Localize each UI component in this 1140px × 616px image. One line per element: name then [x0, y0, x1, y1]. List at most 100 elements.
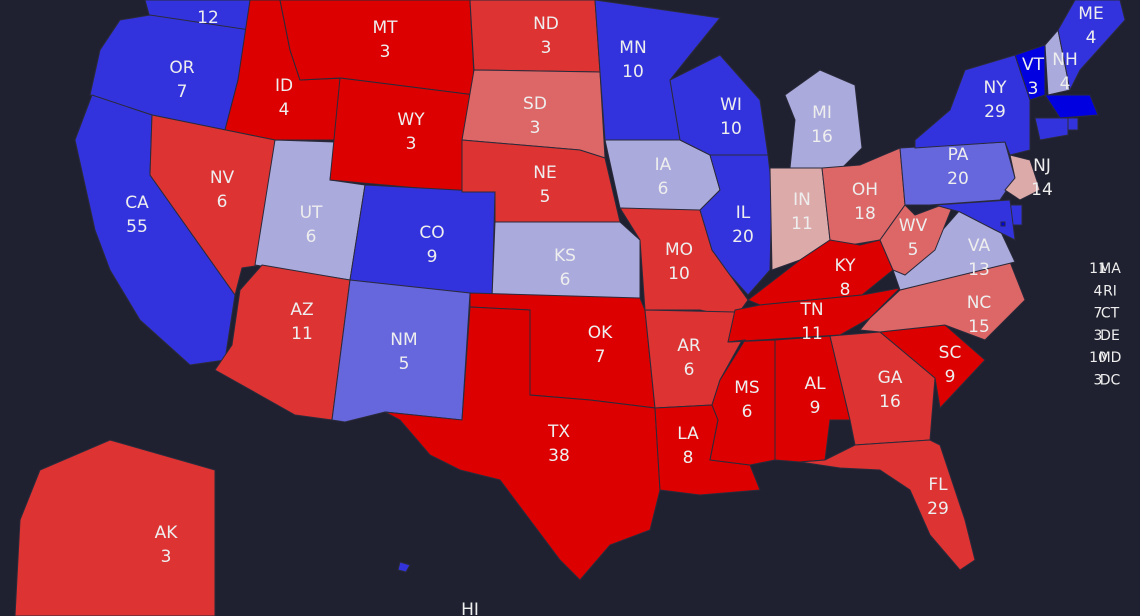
state-votes: 29 — [927, 499, 949, 519]
state-votes: 14 — [1031, 180, 1053, 200]
state-votes: 3 — [161, 547, 172, 567]
state-votes: 9 — [810, 398, 821, 418]
state-votes: 16 — [879, 392, 901, 412]
small-state-shape — [1034, 117, 1069, 141]
state-votes: 6 — [658, 179, 669, 199]
state-shape — [384, 306, 661, 581]
state-abbr: MN — [619, 38, 646, 58]
state-shape — [491, 221, 641, 299]
state-abbr: NH — [1052, 50, 1078, 70]
small-state-abbr: CT — [1101, 306, 1120, 322]
small-state-shape — [1000, 221, 1006, 227]
state-abbr: MI — [812, 103, 832, 123]
state-abbr: IL — [736, 203, 751, 223]
state-abbr: TN — [799, 300, 823, 320]
state-votes: 5 — [540, 187, 551, 207]
state-abbr: SD — [523, 94, 547, 114]
state-votes: 55 — [126, 217, 148, 237]
small-state-votes: 4 — [1094, 283, 1103, 299]
state-abbr: KY — [835, 256, 857, 276]
state-abbr: OK — [588, 323, 613, 343]
small-state-shape — [1067, 117, 1079, 131]
state-abbr: NV — [210, 168, 235, 188]
state-shape — [14, 439, 216, 616]
state-abbr: KS — [554, 246, 576, 266]
small-state-shape — [1044, 94, 1099, 119]
state-abbr: ND — [533, 14, 559, 34]
state-abbr: CO — [419, 223, 444, 243]
state-shape — [914, 54, 1031, 156]
state-abbr: UT — [300, 203, 323, 223]
state-abbr: MS — [734, 378, 759, 398]
state-votes: 10 — [668, 264, 690, 284]
state-votes: 9 — [427, 247, 438, 267]
state-abbr: NJ — [1033, 156, 1051, 176]
state-abbr: OH — [852, 180, 878, 200]
state-votes: 38 — [548, 446, 570, 466]
state-shape — [1004, 154, 1041, 201]
state-abbr: IN — [793, 190, 811, 210]
state-votes: 13 — [968, 260, 990, 280]
state-abbr: IA — [655, 155, 672, 175]
state-shape — [879, 199, 956, 276]
state-votes: 6 — [742, 402, 753, 422]
state-shape — [784, 69, 863, 171]
state-votes: 8 — [683, 448, 694, 468]
state-votes: 11 — [791, 214, 813, 234]
state-shape — [1057, 0, 1126, 92]
small-state-abbr: RI — [1103, 283, 1117, 299]
state-abbr: AR — [677, 336, 701, 356]
state-abbr: TX — [547, 422, 570, 442]
state-shape — [469, 0, 601, 73]
state-abbr: MT — [372, 18, 398, 38]
state-abbr: PA — [948, 145, 969, 165]
state-abbr: OR — [169, 58, 194, 78]
state-abbr: WA — [194, 0, 222, 4]
state-shape — [331, 279, 471, 423]
state-votes: 5 — [399, 354, 410, 374]
state-shape — [397, 561, 411, 573]
small-state-abbr: DC — [1100, 373, 1121, 389]
small-state-abbr: MD — [1099, 350, 1122, 366]
state-abbr: MO — [665, 240, 693, 260]
state-abbr: LA — [677, 424, 699, 444]
state-votes: 4 — [1060, 74, 1071, 94]
small-state-votes: 11 — [1089, 261, 1107, 277]
state-abbr: WI — [720, 95, 742, 115]
small-state-votes: 10 — [1089, 350, 1107, 366]
state-abbr: NE — [533, 163, 556, 183]
state-abbr: VA — [968, 236, 991, 256]
state-abbr: NY — [983, 78, 1007, 98]
state-votes: 3 — [380, 42, 391, 62]
state-abbr: NC — [967, 293, 992, 313]
state-votes: 15 — [968, 317, 990, 337]
state-abbr: NM — [390, 330, 417, 350]
small-state-shape — [934, 199, 1016, 241]
state-votes: 6 — [560, 270, 571, 290]
state-votes: 16 — [811, 127, 833, 147]
state-votes: 3 — [530, 118, 541, 138]
state-votes: 6 — [306, 227, 317, 247]
small-state-votes: 3 — [1094, 373, 1103, 389]
state-votes: 6 — [217, 192, 228, 212]
state-abbr: AK — [155, 523, 179, 543]
small-state-votes: 3 — [1094, 328, 1103, 344]
state-votes: 7 — [177, 82, 188, 102]
state-votes: 18 — [854, 204, 876, 224]
state-abbr: ID — [275, 76, 293, 96]
state-votes: 20 — [947, 169, 969, 189]
state-abbr: AZ — [290, 300, 313, 320]
state-votes: 3 — [1028, 79, 1039, 99]
state-votes: 12 — [197, 8, 219, 28]
state-abbr: VT — [1022, 55, 1045, 75]
state-votes: 7 — [595, 347, 606, 367]
state-shape — [329, 77, 476, 193]
state-abbr: FL — [928, 475, 948, 495]
state-abbr: WY — [397, 110, 425, 130]
state-votes: 6 — [684, 360, 695, 380]
state-abbr: WV — [899, 216, 928, 236]
state-abbr: HI — [461, 600, 479, 616]
state-votes: 20 — [732, 227, 754, 247]
